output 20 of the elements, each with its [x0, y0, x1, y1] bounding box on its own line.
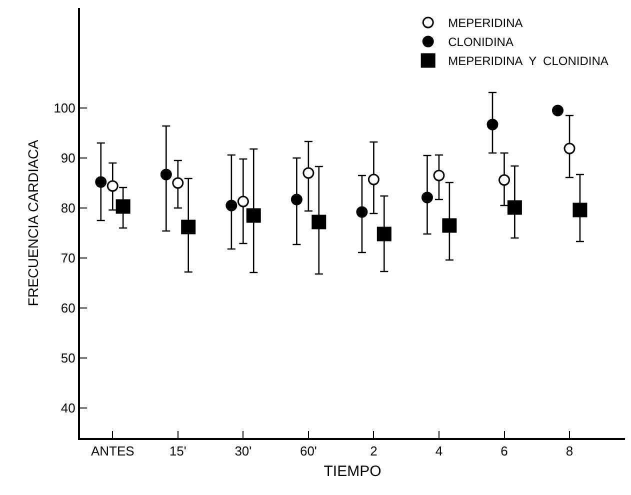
legend-label: MEPERIDINA Y CLONIDINA	[448, 54, 608, 68]
x-tick-label: ANTES	[90, 444, 135, 459]
x-tick-label: 4	[435, 444, 443, 459]
y-tick-label: 60	[60, 300, 76, 316]
legend-label: CLONIDINA	[448, 35, 514, 50]
legend-label: MEPERIDINA	[448, 16, 523, 30]
x-tick-label: 6	[500, 444, 508, 459]
x-tick-label: 2	[370, 444, 378, 459]
x-tick-label: 8	[566, 444, 574, 459]
x-tick-label: 60'	[300, 444, 317, 459]
x-tick-label: 15'	[169, 444, 186, 459]
y-tick-label: 80	[60, 200, 76, 216]
x-axis-title: TIEMPO	[324, 463, 382, 480]
y-tick-label: 40	[60, 400, 76, 416]
x-tick-label: 30'	[234, 444, 252, 459]
y-tick-label: 50	[60, 350, 76, 366]
y-axis-title: FRECUENCIA CARDIACA	[24, 139, 41, 306]
y-tick-label: 100	[54, 100, 76, 116]
y-tick-label: 90	[60, 150, 76, 166]
y-tick-label: 70	[60, 250, 76, 266]
